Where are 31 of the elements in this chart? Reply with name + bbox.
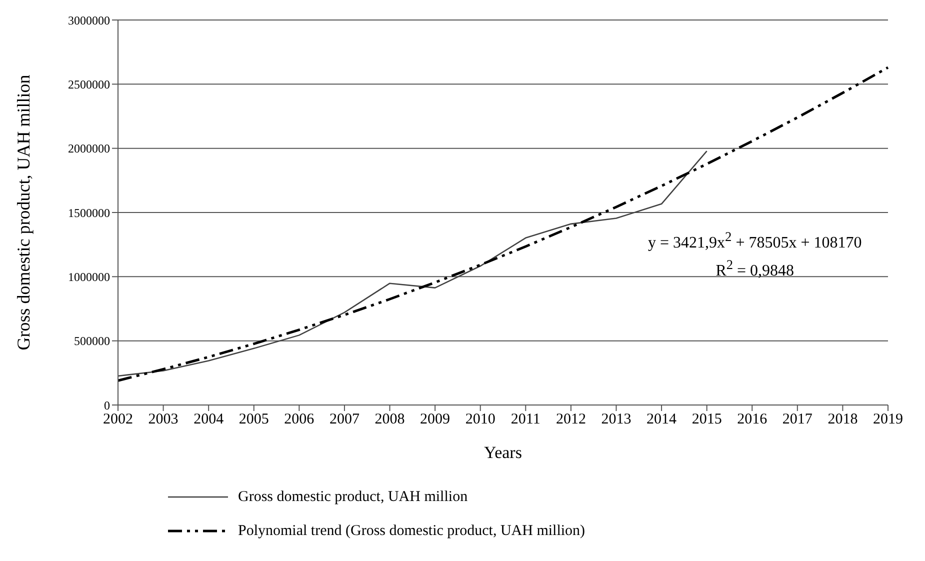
x-tick-label: 2016 (737, 412, 768, 428)
legend-label: Polynomial trend (Gross domestic product, UAH million) (238, 522, 586, 540)
x-tick-label: 2002 (103, 412, 133, 428)
x-tick-label: 2008 (374, 412, 405, 428)
y-tick-label: 0 (104, 398, 110, 412)
y-axis-title: Gross domestic product, UAH million (13, 74, 34, 350)
x-tick-label: 2012 (556, 412, 586, 428)
annotation: R$^{2}$ = 0,9848 (714, 256, 796, 282)
y-tick-label: 1000000 (68, 270, 110, 284)
x-tick-label: 2009 (420, 412, 450, 428)
x-tick-label: 2006 (284, 412, 315, 428)
y-tick-label: 500000 (74, 334, 110, 348)
x-tick-label: 2007 (329, 412, 360, 428)
x-tick-label: 2004 (194, 412, 224, 428)
x-tick-label: 2019 (873, 412, 903, 428)
x-tick-label: 2003 (148, 412, 178, 428)
y-tick-label: 2500000 (68, 77, 110, 92)
x-tick-label: 2017 (782, 412, 813, 428)
x-tick-label: 2011 (510, 412, 540, 428)
x-tick-label: 2005 (238, 412, 269, 428)
annotation: y = 3421,9x$^{2}$ + 78505x + 108170 (648, 228, 862, 254)
x-tick-label: 2018 (828, 412, 858, 428)
x-tick-label: 2013 (601, 412, 632, 428)
y-tick-label: 2000000 (68, 142, 110, 156)
x-tick-label: 2014 (646, 412, 678, 428)
x-tick-label: 2015 (692, 412, 722, 428)
y-tick-label: 3000000 (68, 13, 110, 28)
legend-label: Gross domestic product, UAH million (238, 488, 468, 506)
x-axis-title: Years (484, 443, 522, 462)
y-tick-label: 1500000 (68, 206, 110, 220)
x-tick-label: 2010 (465, 412, 496, 428)
